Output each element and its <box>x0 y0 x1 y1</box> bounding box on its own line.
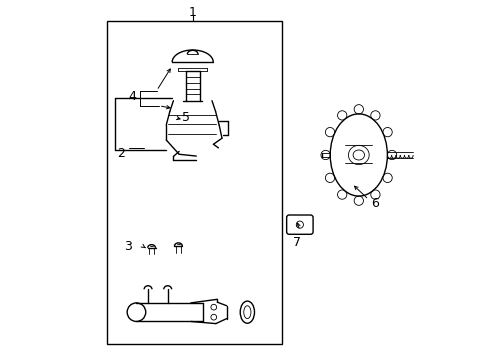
Text: 5: 5 <box>181 111 189 124</box>
Bar <box>107 21 282 344</box>
Text: 6: 6 <box>370 197 378 210</box>
Text: 7: 7 <box>293 236 301 249</box>
Text: 2: 2 <box>117 147 125 160</box>
Text: 3: 3 <box>124 240 132 253</box>
Text: 4: 4 <box>128 90 136 103</box>
Text: 1: 1 <box>188 6 196 19</box>
